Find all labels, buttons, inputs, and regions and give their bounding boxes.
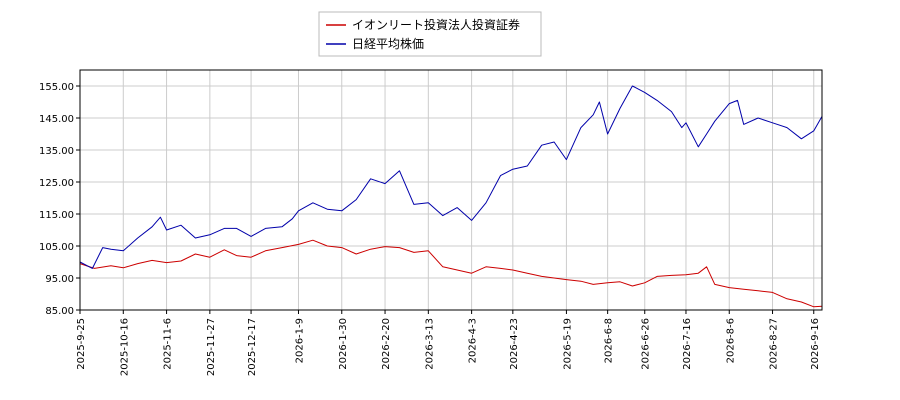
x-tick-label: 2026-3-13: [424, 318, 435, 370]
legend-label-nikkei: 日経平均株価: [352, 36, 424, 51]
series-line-nikkei: [79, 85, 823, 269]
x-tick-label: 2025-10-16: [119, 318, 130, 376]
x-tick-label: 2025-12-17: [247, 318, 258, 376]
x-tick-label: 2026-9-16: [810, 318, 821, 370]
x-tick-label: 2025-11-27: [206, 318, 217, 376]
grid-lines: [79, 70, 822, 311]
series-lines: [79, 85, 823, 308]
y-tick-label: 145.00: [39, 114, 74, 125]
y-tick-label: 105.00: [39, 242, 74, 253]
x-tick-label: 2026-8-6: [725, 318, 736, 363]
x-tick-label: 2026-2-20: [381, 318, 392, 370]
y-tick-label: 155.00: [39, 82, 74, 93]
x-tick-label: 2026-1-9: [294, 318, 305, 363]
x-tick-label: 2025-11-6: [163, 318, 174, 370]
x-axis-ticks: 2025-9-25 2025-10-16 2025-11-6 2025-11-27 20…: [76, 310, 821, 376]
plot-frame: [79, 69, 823, 311]
legend: イオンリート投資法人投資証券 日経平均株価: [318, 11, 542, 57]
x-tick-label: 2026-4-3: [468, 318, 479, 363]
x-tick-label: 2026-6-26: [641, 318, 652, 370]
y-tick-label: 135.00: [39, 146, 74, 157]
x-tick-label: 2026-7-16: [682, 318, 693, 370]
legend-label-reit: イオンリート投資法人投資証券: [352, 17, 520, 32]
x-tick-label: 2026-5-19: [562, 318, 573, 370]
x-tick-label: 2025-9-25: [76, 318, 87, 370]
series-line-reit: [79, 239, 823, 308]
x-tick-label: 2026-4-23: [509, 318, 520, 370]
y-tick-label: 125.00: [39, 178, 74, 189]
x-tick-label: 2026-6-8: [604, 318, 615, 363]
y-axis-ticks: 85.00 95.00 105.00 115.00 125.00 135.00 145.00…: [39, 82, 80, 317]
x-tick-label: 2026-1-30: [338, 318, 349, 370]
y-tick-label: 95.00: [45, 274, 74, 285]
legend-box: [318, 11, 542, 57]
x-tick-label: 2026-8-27: [769, 318, 780, 370]
y-tick-label: 85.00: [45, 306, 74, 317]
y-tick-label: 115.00: [39, 210, 74, 221]
